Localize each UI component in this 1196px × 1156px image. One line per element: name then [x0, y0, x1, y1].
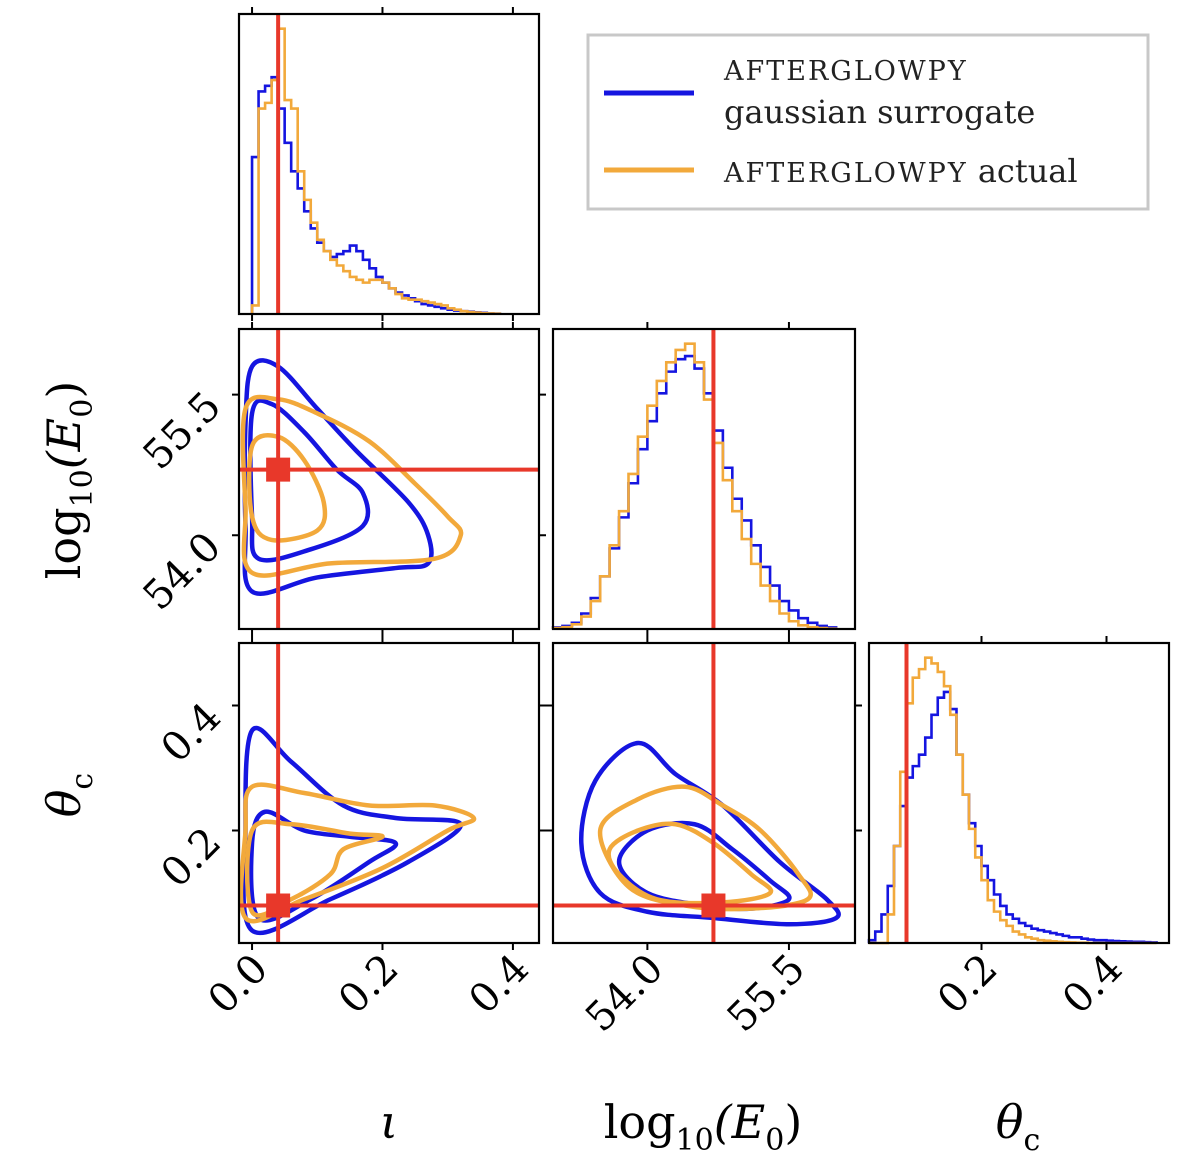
y-label-logE0-arg: (E: [37, 418, 91, 470]
xtick-label-logE0-1: 55.5: [719, 946, 815, 1042]
legend-actual-suffix: actual: [968, 152, 1078, 190]
x-label-iota: ι: [380, 1095, 398, 1149]
legend-actual-label: AFTERGLOWPY actual: [723, 152, 1078, 190]
y-label-logE0-prefix: log: [37, 507, 91, 579]
y-label-thetac-symbol: θ: [37, 790, 91, 818]
axis-labels: ι log10(E0) θc log10(E0) θc: [37, 381, 1040, 1156]
xtick-label-thetac-1: 0.4: [1054, 946, 1132, 1024]
contour-21-actual-outer: [597, 784, 813, 912]
xtick-label-logE0-0: 54.0: [577, 946, 673, 1042]
legend: AFTERGLOWPY gaussian surrogate AFTERGLOW…: [586, 33, 1150, 211]
ytick-label-logE0-1: 55.5: [135, 383, 231, 479]
contour-21-surrogate-outer: [579, 740, 841, 927]
x-label-logE0-arg: (E: [714, 1095, 766, 1149]
panel-00-frame: [237, 12, 541, 316]
y-label-logE0: log10(E0): [37, 381, 100, 580]
xtick-label-thetac-0: 0.2: [929, 946, 1007, 1024]
x-label-thetac-sub: c: [1023, 1123, 1040, 1156]
x-label-thetac-symbol: θ: [996, 1095, 1024, 1149]
panel-10-frame: [237, 327, 541, 631]
contour-20-actual-outer: [239, 782, 477, 924]
truth-marker-10: [266, 457, 291, 482]
ytick-label-thetac-1: 0.4: [153, 694, 231, 772]
truth-marker-20: [266, 893, 291, 918]
legend-actual-name: AFTERGLOWPY: [723, 158, 968, 189]
y-label-logE0-argsub: 0: [65, 399, 100, 418]
panel-20-frame: [237, 641, 541, 945]
y-label-thetac: θc: [37, 773, 100, 818]
hist-22-actual: [869, 656, 1157, 945]
hist-11-surrogate: [551, 354, 838, 629]
ytick-label-thetac-0: 0.2: [153, 819, 231, 897]
x-label-logE0-close: ): [784, 1095, 802, 1149]
x-label-logE0-sub: 10: [676, 1123, 714, 1156]
contour-10-actual-inner: [246, 432, 328, 543]
panel-11-frame: [551, 327, 857, 631]
x-label-logE0-argsub: 0: [765, 1123, 784, 1156]
panel-21-frame: [551, 641, 857, 945]
legend-surrogate-label-line2: gaussian surrogate: [724, 93, 1035, 131]
y-label-thetac-sub: c: [65, 773, 100, 790]
xtick-label-iota-0: 0.0: [200, 946, 278, 1024]
x-label-logE0: log10(E0): [604, 1095, 803, 1156]
contour-10-actual-outer: [240, 394, 464, 578]
legend-frame: [586, 33, 1150, 211]
y-label-logE0-sub: 10: [65, 469, 100, 507]
ytick-label-logE0-0: 54.0: [135, 524, 231, 620]
xtick-label-iota-1: 0.2: [330, 946, 408, 1024]
legend-surrogate-label-line1: AFTERGLOWPY: [723, 56, 968, 87]
contour-21-actual-inner: [606, 821, 774, 906]
x-label-thetac: θc: [996, 1095, 1041, 1156]
hist-22-surrogate: [867, 690, 1158, 944]
y-label-logE0-close: ): [37, 381, 91, 399]
x-label-logE0-prefix: log: [604, 1095, 676, 1149]
xtick-label-iota-2: 0.4: [460, 946, 538, 1024]
panel-22-frame: [867, 641, 1171, 945]
contour-20-actual-inner: [244, 819, 385, 918]
hist-00-actual: [250, 27, 502, 316]
hist-11-actual: [551, 342, 838, 630]
truth-marker-21: [701, 893, 726, 918]
